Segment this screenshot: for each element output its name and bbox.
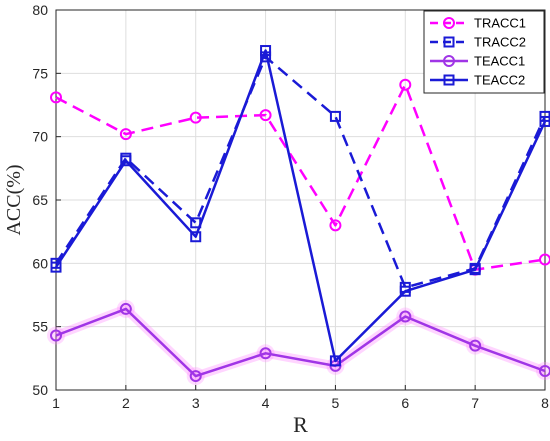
legend-label: TRACC1 [474, 16, 526, 31]
data-point [469, 339, 482, 352]
x-tick-label: 4 [262, 395, 270, 411]
data-point [329, 219, 342, 232]
data-point [259, 347, 272, 360]
data-point [50, 91, 62, 104]
data-point [260, 45, 272, 57]
legend-marker [443, 36, 455, 48]
y-tick-label: 55 [32, 319, 48, 335]
legend-item: TEACC2 [430, 73, 525, 88]
data-point [329, 110, 341, 122]
legend-label: TEACC2 [474, 73, 525, 88]
series-teacc2 [50, 45, 550, 367]
x-tick-label: 6 [401, 395, 409, 411]
y-axis-label: ACC(%) [3, 164, 25, 235]
x-axis: 1 2 3 4 5 6 7 8 [52, 385, 549, 411]
y-axis: 50 55 60 65 70 75 80 [32, 2, 61, 398]
data-point [469, 264, 481, 276]
data-point [189, 111, 202, 124]
legend-item: TEACC1 [430, 54, 525, 69]
x-tick-label: 3 [192, 395, 200, 411]
x-tick-label: 5 [332, 395, 340, 411]
series-line [54, 49, 547, 363]
series-teacc1 [47, 299, 550, 386]
data-point [399, 78, 412, 91]
data-point [399, 285, 411, 297]
legend: TRACC1 TRACC2 TEACC1 TEACC2 [423, 10, 545, 94]
data-point [189, 370, 202, 383]
x-tick-label: 8 [541, 395, 549, 411]
legend-item: TRACC2 [430, 35, 526, 50]
y-tick-label: 65 [32, 192, 48, 208]
y-tick-label: 60 [32, 255, 48, 271]
x-tick-label: 2 [122, 395, 130, 411]
y-tick-label: 50 [32, 382, 48, 398]
series-layer [47, 45, 550, 386]
x-tick-label: 7 [471, 395, 479, 411]
data-point [50, 261, 62, 273]
legend-label: TRACC2 [474, 35, 526, 50]
legend-marker [443, 55, 455, 67]
data-point [50, 329, 62, 342]
data-point [539, 365, 550, 377]
data-point [259, 109, 272, 122]
x-axis-label: R [293, 412, 308, 437]
data-point [190, 231, 202, 243]
legend-item: TRACC1 [430, 16, 526, 31]
series-line [55, 307, 546, 378]
data-point [119, 128, 132, 141]
x-tick-label: 1 [52, 395, 60, 411]
series-line [54, 55, 547, 289]
legend-marker [443, 17, 455, 29]
data-point [329, 355, 341, 367]
y-tick-label: 70 [32, 129, 48, 145]
legend-marker [443, 74, 455, 86]
y-tick-label: 80 [32, 2, 48, 18]
data-point [119, 302, 132, 315]
data-point [539, 253, 550, 266]
point-glow [47, 326, 65, 345]
legend-label: TEACC1 [474, 54, 525, 69]
data-point [399, 310, 412, 323]
y-tick-label: 75 [32, 65, 48, 81]
data-point [120, 155, 132, 167]
series-line [55, 83, 546, 271]
